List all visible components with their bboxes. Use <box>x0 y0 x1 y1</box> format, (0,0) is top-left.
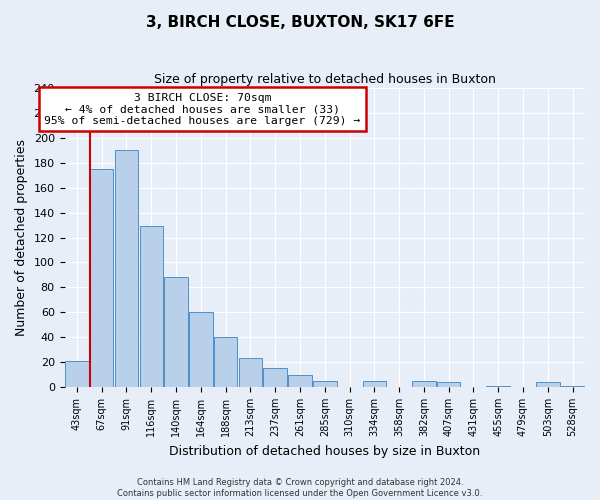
Bar <box>140 226 163 387</box>
X-axis label: Distribution of detached houses by size in Buxton: Distribution of detached houses by size … <box>169 444 481 458</box>
Bar <box>362 381 386 387</box>
Bar <box>214 337 238 387</box>
Bar <box>412 381 436 387</box>
Text: Contains HM Land Registry data © Crown copyright and database right 2024.
Contai: Contains HM Land Registry data © Crown c… <box>118 478 482 498</box>
Title: Size of property relative to detached houses in Buxton: Size of property relative to detached ho… <box>154 72 496 86</box>
Bar <box>90 169 113 387</box>
Text: 3, BIRCH CLOSE, BUXTON, SK17 6FE: 3, BIRCH CLOSE, BUXTON, SK17 6FE <box>146 15 454 30</box>
Bar <box>65 361 89 387</box>
Bar <box>239 358 262 387</box>
Text: 3 BIRCH CLOSE: 70sqm
← 4% of detached houses are smaller (33)
95% of semi-detach: 3 BIRCH CLOSE: 70sqm ← 4% of detached ho… <box>44 92 361 126</box>
Bar <box>437 382 460 387</box>
Bar <box>288 374 312 387</box>
Bar <box>536 382 560 387</box>
Bar <box>115 150 138 387</box>
Bar <box>487 386 510 387</box>
Bar <box>263 368 287 387</box>
Y-axis label: Number of detached properties: Number of detached properties <box>15 139 28 336</box>
Bar <box>561 386 584 387</box>
Bar <box>189 312 212 387</box>
Bar <box>164 278 188 387</box>
Bar <box>313 381 337 387</box>
